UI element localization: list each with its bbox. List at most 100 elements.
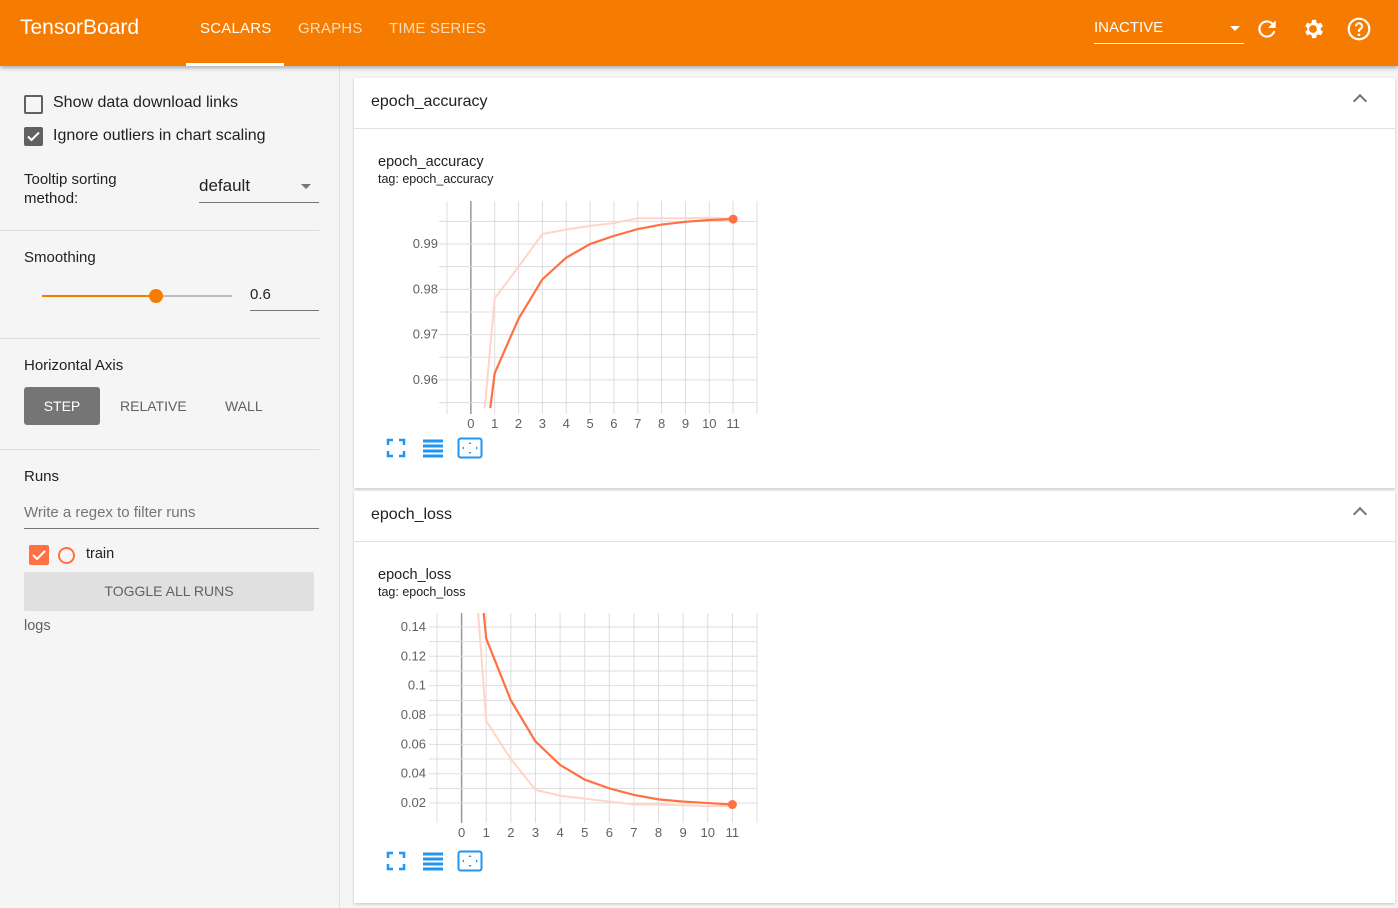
x-tick-label: 11 [726,825,740,840]
x-tick-label: 3 [532,825,539,840]
y-tick-label: 0.12 [401,648,426,663]
checkmark-icon [32,550,46,561]
dropdown-arrow-icon [1230,26,1240,31]
ignore-outliers-checkbox[interactable] [24,127,43,146]
y-tick-label: 0.99 [413,236,438,251]
x-tick-label: 2 [507,825,514,840]
smoothing-label: Smoothing [24,249,96,266]
fit-domain-icon[interactable] [457,437,483,459]
fit-domain-icon[interactable] [457,850,483,872]
last-point-marker [727,800,737,810]
divider [0,449,319,450]
sidebar: Show data download links Ignore outliers… [0,66,340,908]
x-tick-label: 7 [630,825,637,840]
x-tick-label: 5 [586,416,593,431]
chart-title: epoch_loss [378,567,452,583]
axis-step-button[interactable]: STEP [24,387,100,425]
series-line-raw [477,613,733,807]
x-tick-label: 4 [556,825,563,840]
refresh-icon[interactable] [1254,16,1280,42]
settings-icon[interactable] [1300,16,1326,42]
plugin-select-value: INACTIVE [1094,19,1164,36]
card-epoch-accuracy: epoch_accuracy epoch_accuracy tag: epoch… [354,78,1395,488]
logdir-label: logs [24,618,51,634]
y-tick-label: 0.06 [401,736,426,751]
horizontal-axis-label: Horizontal Axis [24,357,124,374]
tab-scalars[interactable]: SCALARS [200,20,272,37]
x-tick-label: 4 [563,416,570,431]
ignore-outliers-label: Ignore outliers in chart scaling [53,127,266,144]
tooltip-sorting-value: default [199,176,251,195]
help-icon[interactable] [1346,16,1372,42]
loss-chart[interactable]: 0 1 2 3 4 5 6 7 8 9 10 11 0.02 0.04 0.06 0.08 0.1 0.12 0.1… [370,608,770,848]
axis-relative-button[interactable]: RELATIVE [120,398,187,414]
log-scale-icon[interactable] [422,850,444,872]
collapse-chevron-icon[interactable] [1352,506,1368,522]
x-tick-label: 9 [682,416,689,431]
x-tick-label: 3 [539,416,546,431]
x-tick-label: 7 [634,416,641,431]
active-tab-indicator [186,63,284,66]
card-title: epoch_accuracy [371,93,488,110]
accuracy-chart[interactable]: 0 1 2 3 4 5 6 7 8 9 10 11 0.96 0.97 0.98 0.99 [370,195,770,435]
tooltip-sorting-label: Tooltip sorting method: [24,171,117,207]
log-scale-icon[interactable] [422,437,444,459]
y-tick-label: 0.02 [401,795,426,810]
smoothing-slider-fill [42,295,156,297]
app-logo: TensorBoard [20,16,140,39]
chart-tag: tag: epoch_loss [378,585,466,599]
y-tick-label: 0.04 [401,766,426,781]
smoothing-input[interactable]: 0.6 [250,286,319,311]
card-header[interactable]: epoch_accuracy [354,78,1395,129]
series-line-raw [483,216,734,408]
card-epoch-loss: epoch_loss epoch_loss tag: epoch_loss [354,491,1395,903]
fullscreen-icon[interactable] [385,437,407,459]
dropdown-arrow-icon [301,184,311,189]
x-tick-label: 2 [515,416,522,431]
run-color-icon[interactable] [58,547,75,564]
series-line-smoothed [489,218,734,408]
x-tick-label: 6 [610,416,617,431]
collapse-chevron-icon[interactable] [1352,93,1368,109]
card-header[interactable]: epoch_loss [354,491,1395,542]
chart-title: epoch_accuracy [378,154,484,170]
smoothing-slider-thumb[interactable] [149,289,163,303]
x-tick-label: 1 [483,825,490,840]
run-train-label: train [86,546,115,562]
x-tick-label: 0 [458,825,465,840]
y-tick-label: 0.98 [413,281,438,296]
series-line-smoothed [482,613,733,806]
smoothing-value: 0.6 [250,286,271,303]
x-tick-label: 9 [680,825,687,840]
tab-time-series[interactable]: TIME SERIES [389,20,487,37]
top-app-bar: TensorBoard SCALARS GRAPHS TIME SERIES I… [0,0,1398,66]
x-tick-label: 8 [655,825,662,840]
card-title: epoch_loss [371,506,452,523]
toggle-all-runs-button[interactable]: TOGGLE ALL RUNS [24,572,314,611]
show-download-links-checkbox[interactable] [24,95,43,114]
x-tick-label: 10 [702,416,716,431]
x-tick-label: 0 [467,416,474,431]
checkmark-icon [27,131,40,142]
run-train-checkbox[interactable] [29,545,49,565]
x-tick-label: 5 [581,825,588,840]
x-tick-label: 10 [701,825,715,840]
plugin-select-dropdown[interactable]: INACTIVE [1094,19,1244,44]
tab-graphs[interactable]: GRAPHS [298,20,363,37]
chart-tag: tag: epoch_accuracy [378,172,494,186]
y-tick-label: 0.14 [401,619,426,634]
smoothing-slider[interactable] [42,289,232,303]
divider [0,230,319,231]
y-tick-label: 0.1 [408,678,426,693]
tooltip-sorting-select[interactable]: default [199,176,319,203]
fullscreen-icon[interactable] [385,850,407,872]
show-download-links-label: Show data download links [53,94,239,111]
x-tick-label: 1 [491,416,498,431]
x-tick-label: 8 [658,416,665,431]
x-tick-label: 6 [606,825,613,840]
runs-filter-input[interactable]: Write a regex to filter runs [24,504,319,529]
y-tick-label: 0.97 [413,327,438,342]
x-tick-label: 11 [726,416,740,431]
axis-wall-button[interactable]: WALL [225,398,263,414]
y-tick-label: 0.08 [401,707,426,722]
